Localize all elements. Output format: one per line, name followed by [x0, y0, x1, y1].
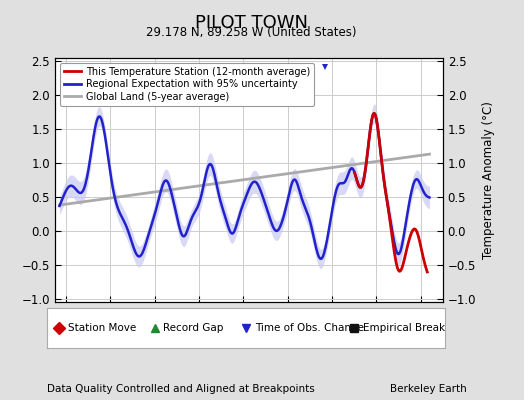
Text: Time of Obs. Change: Time of Obs. Change [255, 323, 364, 333]
Text: Data Quality Controlled and Aligned at Breakpoints: Data Quality Controlled and Aligned at B… [47, 384, 315, 394]
Y-axis label: Temperature Anomaly (°C): Temperature Anomaly (°C) [482, 101, 495, 259]
Text: 29.178 N, 89.258 W (United States): 29.178 N, 89.258 W (United States) [146, 26, 357, 39]
Text: Berkeley Earth: Berkeley Earth [390, 384, 466, 394]
Text: Empirical Break: Empirical Break [363, 323, 445, 333]
Text: PILOT TOWN: PILOT TOWN [195, 14, 308, 32]
Text: Record Gap: Record Gap [163, 323, 224, 333]
Legend: This Temperature Station (12-month average), Regional Expectation with 95% uncer: This Temperature Station (12-month avera… [60, 63, 314, 106]
Text: Station Move: Station Move [68, 323, 136, 333]
